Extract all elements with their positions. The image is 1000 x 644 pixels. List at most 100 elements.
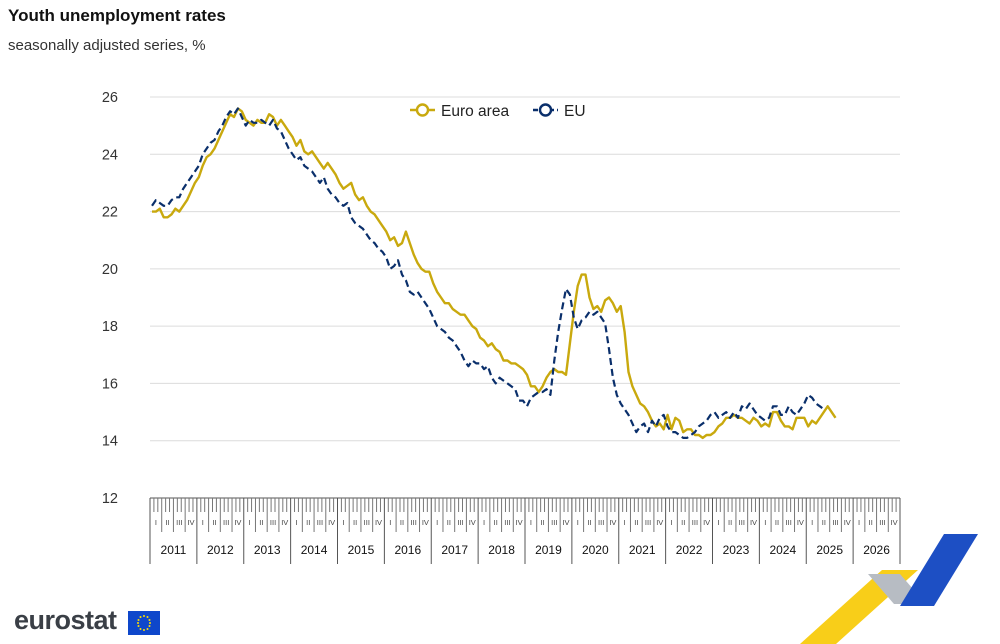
year-tick-label: 2021 (629, 543, 656, 557)
series-line-eu (151, 107, 825, 439)
quarter-tick-label: IV (187, 518, 194, 527)
quarter-tick-label: I (436, 518, 438, 527)
eu-flag-icon (128, 611, 160, 635)
quarter-tick-label: IV (703, 518, 710, 527)
quarter-tick-label: III (786, 518, 792, 527)
quarter-tick-label: III (598, 518, 604, 527)
quarter-tick-label: III (551, 518, 557, 527)
y-axis: 12 14 16 18 20 22 24 26 (102, 90, 118, 507)
quarter-tick-label: IV (469, 518, 476, 527)
quarter-tick-label: II (822, 518, 826, 527)
year-tick-label: 2017 (441, 543, 468, 557)
quarter-tick-label: IV (656, 518, 663, 527)
quarter-tick-label: IV (562, 518, 569, 527)
y-tick-label: 12 (102, 491, 118, 507)
legend-label: Euro area (441, 103, 509, 120)
quarter-tick-label: IV (328, 518, 335, 527)
quarter-tick-label: III (879, 518, 885, 527)
year-tick-label: 2014 (301, 543, 328, 557)
quarter-tick-label: II (306, 518, 310, 527)
quarter-tick-label: I (295, 518, 297, 527)
quarter-tick-label: IV (375, 518, 382, 527)
year-tick-label: 2026 (863, 543, 890, 557)
y-tick-label: 16 (102, 376, 118, 392)
quarter-tick-label: II (540, 518, 544, 527)
year-tick-label: 2024 (769, 543, 796, 557)
quarter-tick-label: I (577, 518, 579, 527)
quarter-tick-label: II (634, 518, 638, 527)
quarter-tick-label: III (739, 518, 745, 527)
quarter-tick-label: IV (516, 518, 523, 527)
quarter-tick-label: II (681, 518, 685, 527)
legend: Euro area EU (410, 103, 586, 120)
quarter-tick-label: IV (422, 518, 429, 527)
year-tick-label: 2022 (676, 543, 703, 557)
quarter-tick-label: IV (844, 518, 851, 527)
legend-marker (415, 103, 430, 117)
y-tick-label: 14 (102, 434, 118, 450)
quarter-tick-label: I (483, 518, 485, 527)
year-tick-label: 2012 (207, 543, 234, 557)
quarter-tick-label: II (165, 518, 169, 527)
chart-title: Youth unemployment rates (8, 6, 226, 25)
year-tick-label: 2011 (161, 543, 187, 557)
quarter-tick-label: III (504, 518, 510, 527)
eurostat-logo: eurostat (14, 605, 117, 635)
quarter-tick-label: III (176, 518, 182, 527)
year-tick-label: 2016 (394, 543, 421, 557)
y-tick-label: 24 (102, 147, 118, 163)
year-tick-label: 2025 (816, 543, 843, 557)
series-line-euro-area (152, 107, 837, 440)
year-tick-label: 2018 (488, 543, 515, 557)
quarter-tick-label: II (775, 518, 779, 527)
quarter-tick-label: III (692, 518, 698, 527)
quarter-tick-label: II (728, 518, 732, 527)
quarter-tick-label: IV (797, 518, 804, 527)
quarter-tick-label: III (317, 518, 323, 527)
quarter-tick-label: IV (891, 518, 898, 527)
quarter-tick-label: II (447, 518, 451, 527)
chart-subtitle: seasonally adjusted series, % (8, 37, 206, 54)
quarter-tick-label: III (411, 518, 417, 527)
quarter-tick-label: IV (281, 518, 288, 527)
grid-lines (150, 96, 900, 442)
quarter-tick-label: II (400, 518, 404, 527)
year-tick-label: 2015 (348, 543, 375, 557)
year-tick-label: 2013 (254, 543, 281, 557)
quarter-tick-label: I (389, 518, 391, 527)
quarter-tick-label: III (364, 518, 370, 527)
quarter-tick-label: II (353, 518, 357, 527)
quarter-tick-label: I (624, 518, 626, 527)
series-group (151, 107, 837, 440)
legend-marker (538, 103, 553, 117)
year-tick-label: 2020 (582, 543, 609, 557)
quarter-tick-label: IV (609, 518, 616, 527)
quarter-tick-label: II (494, 518, 498, 527)
quarter-tick-label: I (202, 518, 204, 527)
quarter-tick-label: I (670, 518, 672, 527)
quarter-tick-label: I (155, 518, 157, 527)
quarter-tick-label: III (223, 518, 229, 527)
quarter-tick-label: II (212, 518, 216, 527)
quarter-tick-label: III (645, 518, 651, 527)
quarter-tick-label: II (587, 518, 591, 527)
y-tick-label: 20 (102, 262, 118, 278)
quarter-tick-label: III (270, 518, 276, 527)
quarter-tick-label: I (342, 518, 344, 527)
y-tick-label: 26 (102, 90, 118, 106)
brand-swoosh-graphic (800, 534, 978, 644)
quarter-tick-label: I (249, 518, 251, 527)
quarter-tick-label: III (832, 518, 838, 527)
quarter-tick-label: IV (234, 518, 241, 527)
quarter-tick-label: II (259, 518, 263, 527)
quarter-tick-label: I (858, 518, 860, 527)
quarter-tick-label: I (811, 518, 813, 527)
quarter-tick-label: III (457, 518, 463, 527)
quarter-tick-label: I (764, 518, 766, 527)
legend-label: EU (564, 103, 586, 120)
year-tick-label: 2019 (535, 543, 562, 557)
quarter-tick-label: I (717, 518, 719, 527)
quarter-tick-label: I (530, 518, 532, 527)
